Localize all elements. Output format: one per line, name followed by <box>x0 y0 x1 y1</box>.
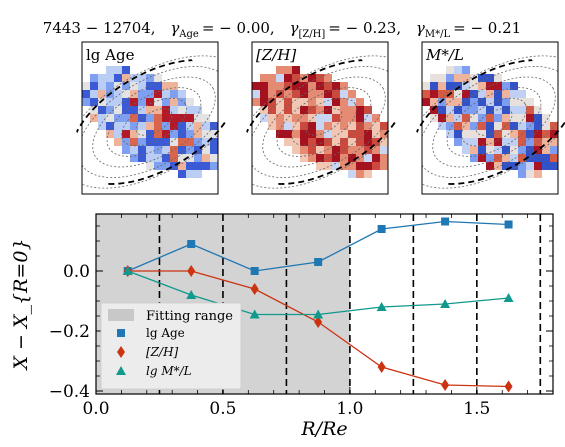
title-gamma-1-sub: Age <box>178 29 199 40</box>
title-gamma-1: γ <box>170 19 179 37</box>
map-panel-2: [Z/H] <box>239 41 409 195</box>
data-point <box>503 293 514 302</box>
legend-box <box>100 302 242 390</box>
map-frame <box>421 41 559 195</box>
legend-fitting-patch <box>108 309 134 321</box>
map-label: lg Age <box>86 46 135 64</box>
legend-marker <box>117 329 125 337</box>
data-point <box>441 379 450 391</box>
data-point <box>376 302 387 311</box>
data-point <box>249 309 260 319</box>
legend: Fitting range lg Age [Z/H] lg M*/L <box>100 302 242 390</box>
title-galaxy-id: 7443 − 12704, <box>43 19 156 37</box>
legend-entry-label: lg M*/L <box>146 364 192 378</box>
series-3 <box>122 266 514 319</box>
map-pixels <box>82 66 218 178</box>
y-axis-label: X − X_{R=0} <box>10 238 32 371</box>
data-point <box>377 225 386 233</box>
map-pixels <box>252 66 388 178</box>
x-tick-label: 0.0 <box>82 399 109 419</box>
map-contours <box>252 55 388 189</box>
data-point <box>504 380 513 393</box>
x-tick-label: 1.5 <box>463 399 490 419</box>
y-tick-label: 0.0 <box>63 262 90 282</box>
title-gamma-2: γ <box>289 19 298 37</box>
data-point <box>122 266 133 275</box>
map-panel-1: lg Age <box>69 41 239 195</box>
title-gamma-3-value: = − 0.21 <box>453 19 521 37</box>
map-frame <box>81 41 219 195</box>
map-contours <box>422 55 558 189</box>
legend-marker <box>116 366 126 375</box>
map-panel-3: M*/L <box>409 41 565 195</box>
title-gamma-3-sub: M*/L <box>425 29 451 40</box>
title-gamma-3: γ <box>416 19 425 37</box>
data-point <box>250 267 259 275</box>
data-point <box>441 217 450 226</box>
title-gamma-2-value: = − 0.23, <box>328 19 401 37</box>
map-label: M*/L <box>425 46 464 64</box>
x-tick-label: 0.5 <box>209 399 236 419</box>
y-tick-label: −0.4 <box>49 382 90 402</box>
legend-marker <box>117 346 125 358</box>
legend-fitting-label: Fitting range <box>146 309 233 324</box>
title-gamma-2-sub: [Z/H] <box>298 29 325 40</box>
y-tick-label: −0.2 <box>49 322 90 342</box>
x-axis-label: R/Re <box>300 418 347 440</box>
legend-entry-label: lg Age <box>146 326 185 340</box>
data-point <box>186 290 197 299</box>
map-panels: lg Age [Z/H] M*/L <box>69 41 565 195</box>
title-gamma-1-value: = − 0.00, <box>202 19 275 37</box>
x-tick-label: 1.0 <box>336 399 363 419</box>
data-point <box>313 309 324 319</box>
legend-entry-label: [Z/H] <box>146 345 179 359</box>
figure-title: 7443 − 12704, γAge = − 0.00, γ[Z/H] = − 0.… <box>43 19 521 40</box>
map-contours <box>82 55 218 189</box>
data-point <box>504 220 513 229</box>
data-point <box>187 265 196 277</box>
map-label: [Z/H] <box>256 46 296 64</box>
data-point <box>250 283 259 295</box>
data-point <box>440 299 451 308</box>
profile-plot: 0.0 0.5 1.0 1.5 −0.4 −0.2 0.0 R/Re X − X_{R=0} Fi… <box>10 213 554 440</box>
data-point <box>314 258 323 266</box>
data-point <box>377 361 386 373</box>
map-frame <box>251 41 389 195</box>
data-point <box>314 316 323 328</box>
data-point <box>187 240 196 248</box>
